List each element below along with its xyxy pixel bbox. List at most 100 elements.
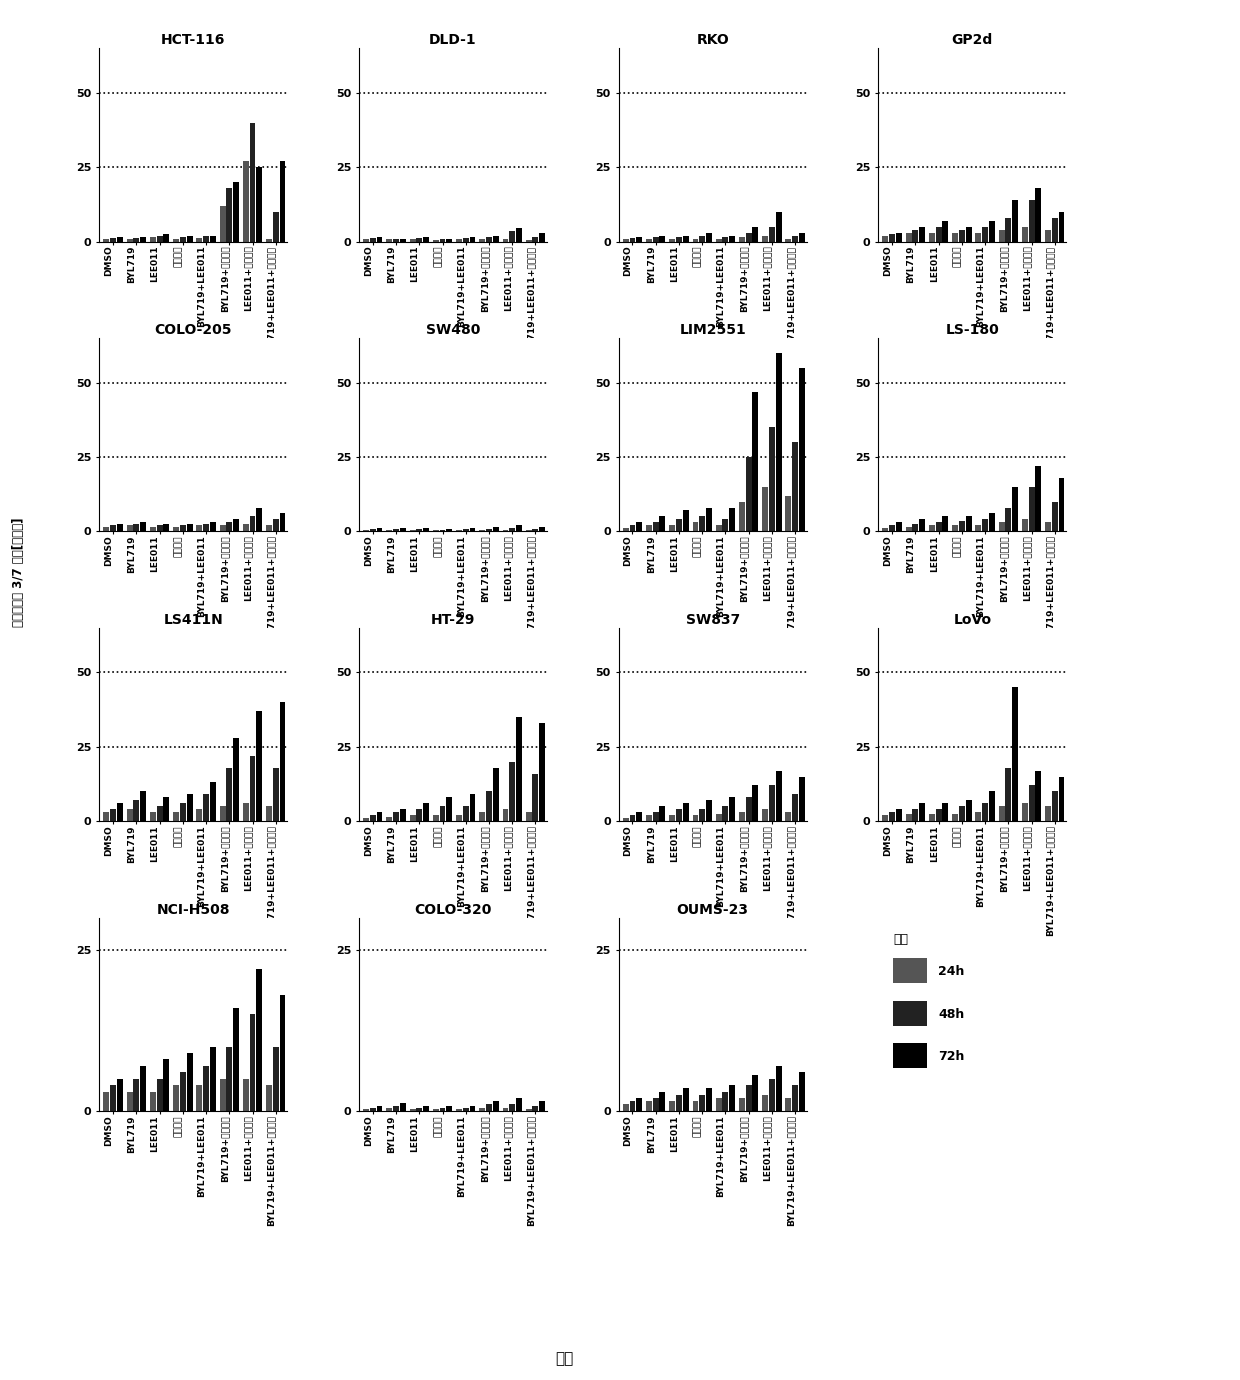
Bar — [233, 738, 239, 821]
Bar — [988, 221, 994, 242]
Bar — [792, 795, 799, 821]
Bar — [1022, 519, 1028, 531]
Bar — [966, 800, 972, 821]
Bar — [670, 816, 676, 821]
Bar — [622, 818, 629, 821]
Bar — [134, 237, 139, 242]
Bar — [273, 1046, 279, 1111]
Title: DLD-1: DLD-1 — [429, 33, 476, 47]
Bar — [998, 806, 1004, 821]
Bar — [486, 791, 492, 821]
Bar — [480, 813, 485, 821]
Bar — [516, 526, 522, 531]
Bar — [502, 1108, 508, 1111]
Title: HCT-116: HCT-116 — [161, 33, 226, 47]
Bar — [942, 516, 949, 531]
Bar — [186, 795, 192, 821]
Bar — [463, 529, 469, 531]
FancyBboxPatch shape — [893, 1000, 928, 1025]
Bar — [103, 527, 109, 531]
Bar — [776, 211, 781, 241]
Bar — [699, 236, 706, 241]
Bar — [186, 236, 192, 241]
Bar — [1029, 785, 1034, 821]
Bar — [273, 767, 279, 821]
Bar — [164, 798, 170, 821]
Bar — [929, 526, 935, 531]
Bar — [539, 527, 546, 531]
Bar — [249, 123, 255, 242]
Bar — [210, 236, 216, 241]
Bar — [279, 161, 285, 242]
Bar — [393, 529, 399, 531]
Bar — [233, 519, 239, 531]
Bar — [699, 1094, 706, 1111]
Bar — [745, 233, 751, 242]
Bar — [952, 526, 959, 531]
Bar — [257, 167, 262, 242]
Bar — [399, 239, 405, 241]
Bar — [982, 803, 988, 821]
Bar — [227, 767, 232, 821]
Bar — [905, 233, 911, 242]
Bar — [745, 798, 751, 821]
Bar — [959, 520, 965, 531]
Bar — [905, 814, 911, 821]
Bar — [377, 237, 382, 242]
Bar — [103, 239, 109, 241]
Bar — [196, 809, 202, 821]
Bar — [480, 239, 485, 241]
Bar — [439, 530, 445, 531]
Bar — [180, 1072, 186, 1111]
Bar — [729, 236, 735, 241]
Bar — [936, 809, 941, 821]
Bar — [699, 516, 706, 531]
Bar — [210, 1046, 216, 1111]
Bar — [769, 785, 775, 821]
Bar — [976, 233, 981, 242]
Bar — [769, 226, 775, 242]
Bar — [174, 527, 179, 531]
Bar — [219, 526, 226, 531]
Bar — [134, 524, 139, 531]
Bar — [417, 237, 423, 242]
Bar — [739, 813, 745, 821]
Bar — [210, 782, 216, 821]
Bar — [134, 800, 139, 821]
Bar — [257, 711, 262, 821]
FancyBboxPatch shape — [893, 958, 928, 984]
Bar — [409, 239, 415, 241]
Bar — [889, 813, 895, 821]
Text: 治疡: 治疡 — [556, 1351, 573, 1366]
Bar — [156, 1079, 162, 1111]
Bar — [1059, 777, 1064, 821]
Bar — [763, 1094, 768, 1111]
Bar — [630, 526, 635, 531]
Bar — [706, 233, 712, 242]
Bar — [433, 1110, 439, 1111]
Bar — [446, 239, 453, 241]
Bar — [126, 239, 133, 241]
Bar — [683, 803, 688, 821]
Bar — [636, 813, 642, 821]
Bar — [196, 526, 202, 531]
Bar — [196, 1085, 202, 1111]
Bar — [723, 806, 728, 821]
Text: 半脱天冬酶 3/7 诱导[％细胞]: 半脱天冬酶 3/7 诱导[％细胞] — [12, 518, 25, 628]
Bar — [1022, 226, 1028, 242]
Bar — [164, 235, 170, 242]
Bar — [646, 239, 652, 241]
Bar — [905, 527, 911, 531]
Bar — [279, 513, 285, 531]
Bar — [723, 237, 728, 242]
Bar — [110, 809, 117, 821]
Bar — [377, 529, 382, 531]
Bar — [745, 457, 751, 531]
Bar — [463, 237, 469, 242]
Bar — [174, 813, 179, 821]
Bar — [792, 442, 799, 531]
Bar — [539, 1101, 546, 1111]
Bar — [897, 809, 901, 821]
Bar — [706, 1089, 712, 1111]
Bar — [446, 798, 453, 821]
